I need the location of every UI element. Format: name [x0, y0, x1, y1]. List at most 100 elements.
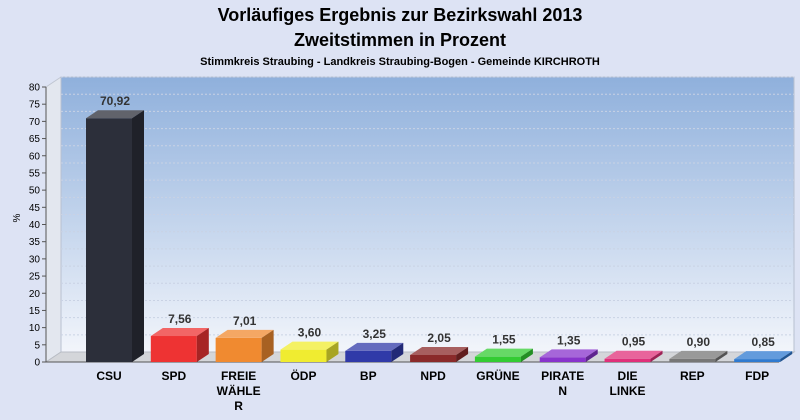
bar-side — [456, 346, 469, 362]
bar-top — [734, 351, 793, 360]
bar-front — [734, 359, 781, 362]
bar — [86, 110, 144, 363]
y-tick-label: 75 — [29, 100, 41, 111]
bar — [280, 341, 339, 362]
bar — [345, 342, 404, 362]
y-tick-label: 5 — [34, 340, 40, 351]
bar — [410, 346, 469, 362]
y-tick-label: 55 — [29, 168, 41, 179]
value-label: 1,35 — [557, 333, 581, 347]
plot-area — [44, 76, 796, 363]
bar-front — [474, 356, 521, 362]
bar — [734, 351, 793, 362]
y-tick-label: 70 — [29, 117, 41, 128]
value-label: 0,85 — [752, 335, 776, 349]
bar-side — [520, 348, 533, 362]
category-label: FDP — [745, 369, 769, 383]
chart-subtitle: Stimmkreis Straubing - Landkreis Straubi… — [200, 56, 600, 68]
category-label: SPD — [161, 369, 186, 383]
bar-front — [539, 357, 586, 362]
bar — [604, 350, 663, 362]
y-tick-label: 35 — [29, 237, 41, 248]
category-label: LINKE — [610, 384, 646, 398]
bar-side — [780, 351, 793, 362]
category-label: WÄHLE — [217, 383, 261, 398]
y-tick-label: 25 — [29, 272, 41, 283]
bar — [474, 348, 533, 362]
value-label: 0,90 — [687, 335, 711, 349]
value-label: 2,05 — [427, 331, 451, 345]
category-label: NPD — [420, 369, 446, 383]
bar-front — [280, 349, 327, 362]
value-label: 1,55 — [492, 333, 516, 347]
bar-front — [86, 118, 132, 363]
y-axis-label: % — [12, 213, 23, 222]
category-label: R — [234, 399, 243, 413]
bar-front — [410, 354, 457, 362]
y-tick-label: 0 — [34, 358, 40, 369]
value-label: 3,60 — [298, 326, 322, 340]
bar-top — [604, 350, 663, 359]
value-label: 7,56 — [168, 312, 192, 326]
bar-side — [261, 329, 274, 362]
y-tick-label: 50 — [29, 186, 41, 197]
bar-side — [132, 110, 144, 363]
bar-front — [604, 358, 651, 362]
bars — [86, 110, 793, 363]
category-label: PIRATE — [541, 369, 584, 383]
y-tick-label: 60 — [29, 151, 41, 162]
bar-front — [345, 350, 392, 362]
bar-side — [650, 350, 663, 362]
category-label: REP — [680, 369, 705, 383]
category-label: DIE — [618, 369, 638, 383]
y-tick-label: 30 — [29, 254, 41, 265]
y-tick-label: 10 — [29, 323, 41, 334]
bar-front — [150, 336, 197, 362]
category-label: ÖDP — [290, 368, 316, 383]
bar-top — [474, 348, 533, 357]
bar-top — [410, 346, 469, 355]
value-label: 3,25 — [363, 327, 387, 341]
category-label: FREIE — [221, 369, 256, 383]
value-label: 70,92 — [100, 94, 130, 108]
bar-top — [345, 342, 404, 351]
category-label: CSU — [96, 369, 121, 383]
category-label: BP — [360, 369, 377, 383]
value-label: 7,01 — [233, 314, 257, 328]
bar-top — [539, 349, 598, 358]
category-label: N — [558, 384, 567, 398]
bar — [539, 349, 598, 362]
bar-side — [326, 341, 339, 362]
bar-side — [391, 342, 404, 362]
chart-title-line2: Zweitstimmen in Prozent — [294, 30, 506, 50]
bar-side — [585, 349, 598, 362]
bar — [215, 329, 274, 362]
y-tick-label: 65 — [29, 134, 41, 145]
bar-top — [280, 341, 339, 350]
y-tick-label: 45 — [29, 203, 41, 214]
bar-top — [215, 329, 274, 338]
y-tick-label: 80 — [29, 83, 41, 94]
bar-side — [715, 350, 728, 362]
bar-front — [669, 358, 716, 362]
y-axis-ticks: 0 5 10 15 20 25 30 35 40 45 50 55 60 65 70 75 80 — [29, 83, 46, 369]
y-tick-label: 40 — [29, 220, 41, 231]
plot-back-wall — [60, 76, 795, 353]
category-label: GRÜNE — [476, 368, 519, 383]
bar-front — [215, 337, 262, 362]
bar-top — [150, 328, 209, 337]
bar — [669, 350, 728, 362]
y-tick-label: 20 — [29, 289, 41, 300]
bar-side — [196, 328, 209, 362]
bar — [150, 328, 209, 362]
bar-top — [86, 110, 144, 119]
chart-title: Vorläufiges Ergebnis zur Bezirkswahl 201… — [218, 5, 583, 25]
plot-left-wall — [45, 76, 62, 363]
bar-top — [669, 350, 728, 359]
value-label: 0,95 — [622, 335, 646, 349]
y-tick-label: 15 — [29, 306, 41, 317]
value-labels: 70,92 7,56 7,01 3,60 3,25 2,05 1,55 1,35 0,95 0,9… — [100, 94, 775, 349]
